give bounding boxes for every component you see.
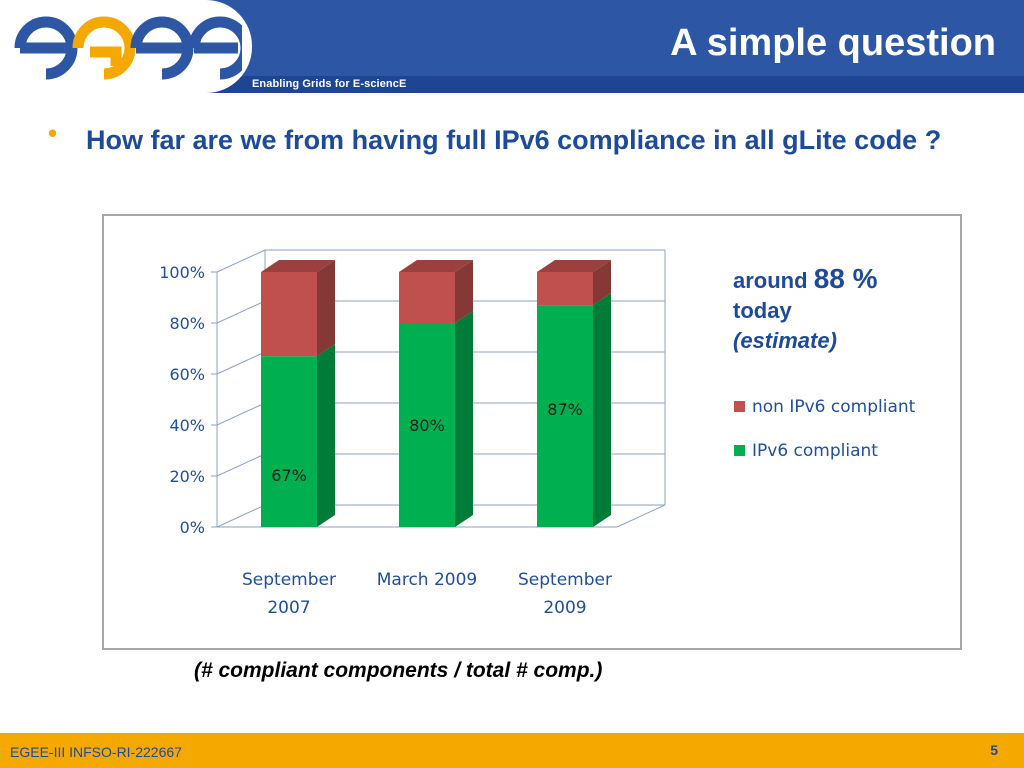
bullet-icon: • (48, 118, 58, 148)
legend-label: IPv6 compliant (752, 441, 878, 461)
side-gridline (216, 453, 266, 477)
bar-side (593, 260, 611, 306)
y-tick-label: 0% (180, 518, 205, 537)
y-tick-label: 40% (169, 416, 205, 435)
bar-top (399, 260, 473, 272)
legend-swatch (734, 401, 745, 412)
side-gridline (216, 300, 266, 324)
bar-noncompliant (261, 272, 317, 357)
bar-side (317, 344, 335, 527)
bar-noncompliant (399, 272, 455, 323)
x-category-label: March 2009 (377, 570, 478, 590)
bar-top (537, 260, 611, 272)
y-tick-label: 100% (159, 263, 205, 282)
estimate-note: around 88 % today (estimate) (733, 264, 878, 356)
x-category-label: 2007 (267, 598, 310, 618)
y-tick-label: 20% (169, 467, 205, 486)
compliance-chart: 0% 20% 40% 60% 80% 100% 67% September 2007 80% Ma… (159, 249, 916, 618)
header-strip (0, 76, 1024, 93)
egee-logo-icon (14, 16, 242, 80)
bar-side (593, 293, 611, 527)
data-label: 80% (409, 416, 445, 435)
data-label: 67% (271, 466, 307, 485)
side-gridline (216, 402, 266, 426)
page-number: 5 (990, 742, 998, 758)
logo-area (0, 0, 252, 93)
note-around: around (733, 268, 808, 293)
legend-label: non IPv6 compliant (752, 397, 916, 417)
chart-frame: 0% 20% 40% 60% 80% 100% 67% September 2007 80% Ma… (102, 214, 962, 650)
bar-compliant (537, 305, 593, 527)
bar-side (455, 260, 473, 323)
bar-compliant (399, 323, 455, 527)
bar-side (317, 260, 335, 357)
slide-header: Enabling Grids for E-sciencE A simple qu… (0, 0, 1024, 100)
bar-top (261, 260, 335, 272)
chart-caption: (# compliant components / total # comp.) (194, 659, 603, 682)
legend-swatch (734, 445, 745, 456)
slide-footer: EGEE-III INFSO-RI-222667 5 (0, 733, 1024, 768)
x-category-label: September (518, 570, 612, 590)
note-estimate: (estimate) (733, 328, 837, 353)
bar-noncompliant (537, 272, 593, 306)
bullet-text: How far are we from having full IPv6 com… (86, 125, 942, 155)
x-category-label: September (242, 570, 336, 590)
side-gridline (216, 504, 266, 528)
y-tick-label: 60% (169, 365, 205, 384)
footer-project-id: EGEE-III INFSO-RI-222667 (10, 744, 182, 760)
floor-side-edge (616, 504, 666, 528)
bar-compliant (261, 356, 317, 527)
x-category-label: 2009 (543, 598, 586, 618)
tagline: Enabling Grids for E-sciencE (252, 78, 407, 90)
data-label: 87% (547, 400, 583, 419)
note-percent: 88 % (813, 263, 878, 294)
bar-side (455, 311, 473, 527)
side-gridline (216, 351, 266, 375)
slide-title: A simple question (670, 22, 996, 64)
note-today: today (733, 298, 792, 323)
y-tick-label: 80% (169, 314, 205, 333)
side-gridline (216, 249, 266, 273)
